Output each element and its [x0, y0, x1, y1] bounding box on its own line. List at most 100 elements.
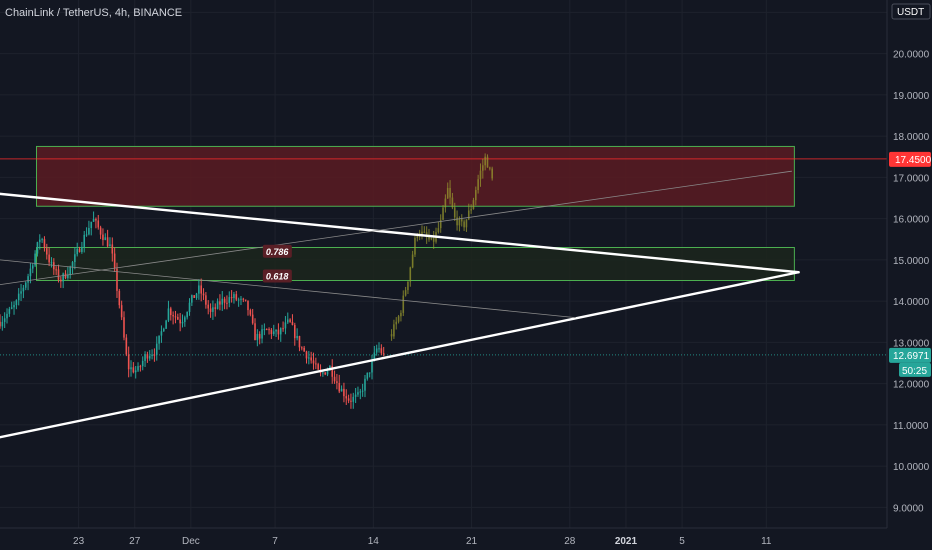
candle-body — [439, 219, 442, 229]
candle-body — [179, 319, 181, 324]
price-tick: 18.0000 — [893, 132, 930, 143]
candle-body — [146, 354, 149, 359]
candle-body — [254, 323, 256, 341]
candle-body — [240, 298, 242, 300]
candle-body — [345, 396, 348, 399]
candle-body — [109, 244, 111, 247]
candle-body — [338, 382, 341, 392]
candle-body — [99, 227, 102, 235]
candle-body — [102, 234, 104, 240]
candle-body — [340, 388, 343, 392]
candle-body — [286, 319, 289, 323]
candle-body — [284, 322, 287, 329]
candle-body — [116, 268, 118, 291]
candle-body — [219, 301, 221, 305]
candle-body — [207, 304, 210, 309]
candle-body — [256, 333, 259, 341]
candle-body — [202, 293, 205, 296]
candle-body — [186, 311, 188, 318]
candle-body — [123, 317, 125, 338]
candle-body — [291, 321, 294, 325]
candle-body — [198, 285, 200, 294]
candle-body — [463, 221, 465, 228]
candle-body — [301, 347, 303, 349]
candle-body — [90, 221, 93, 229]
candle-body — [293, 324, 296, 339]
price-tick: 20.0000 — [893, 50, 930, 61]
candle-body — [155, 343, 158, 356]
candle-body — [188, 302, 191, 312]
candle-body — [41, 239, 43, 241]
candle-body — [3, 318, 6, 322]
candle-body — [430, 237, 433, 240]
price-tick: 14.0000 — [893, 297, 930, 308]
candle-body — [470, 209, 472, 211]
candle-body — [331, 365, 334, 377]
candle-body — [158, 335, 160, 344]
time-axis — [0, 527, 932, 550]
candle-body — [85, 234, 88, 236]
candle-body — [60, 279, 62, 282]
candle-body — [317, 364, 319, 370]
candle-body — [71, 262, 74, 267]
candle-body — [53, 262, 55, 270]
candle-body — [148, 355, 151, 359]
candle-body — [160, 331, 163, 336]
candle-body — [456, 217, 458, 226]
candle-body — [97, 220, 100, 228]
candle-body — [423, 231, 426, 233]
time-tick: 14 — [368, 536, 380, 547]
candle-body — [76, 248, 79, 255]
candle-body — [347, 398, 350, 401]
time-tick: 28 — [564, 536, 576, 547]
candle-body — [50, 262, 53, 264]
candle-body — [479, 170, 482, 180]
candle-body — [38, 239, 41, 243]
candle-body — [354, 394, 357, 397]
candle-body — [48, 254, 50, 263]
candle-body — [305, 351, 308, 359]
candle-body — [200, 285, 203, 294]
fib-label: 0.786 — [266, 247, 290, 257]
candle-body — [382, 353, 385, 355]
candle-body — [375, 348, 378, 353]
candle-body — [322, 372, 324, 374]
candle-body — [371, 359, 373, 373]
candle-body — [350, 400, 352, 402]
candle-body — [13, 305, 15, 308]
candle-body — [414, 237, 416, 255]
candle-body — [343, 388, 345, 397]
fib-label-bg — [262, 269, 292, 283]
time-tick: 5 — [679, 536, 685, 547]
candle-body — [43, 239, 46, 249]
resistance-price-badge — [889, 151, 931, 167]
candle-body — [251, 314, 254, 324]
candle-body — [258, 333, 261, 339]
candle-body — [57, 269, 60, 280]
channel-line-lower — [0, 259, 576, 319]
candle-body — [92, 218, 95, 222]
red-zone — [35, 145, 795, 207]
candle-body — [491, 168, 493, 179]
candle-body — [69, 266, 71, 275]
candle-body — [449, 188, 451, 198]
candle-body — [118, 290, 121, 306]
price-tick: 19.0000 — [893, 91, 930, 102]
candle-body — [106, 237, 109, 247]
resistance-price-label: 17.4500 — [895, 155, 932, 166]
countdown-label: 50:25 — [902, 366, 927, 377]
candle-body — [336, 381, 338, 383]
time-tick: 23 — [73, 536, 85, 547]
candle-body — [233, 294, 235, 299]
candle-body — [226, 302, 228, 304]
candle-body — [244, 299, 247, 301]
currency-label: USDT — [897, 7, 924, 18]
candle-body — [402, 295, 405, 313]
candle-body — [205, 295, 207, 305]
candle-body — [312, 360, 315, 364]
candle-body — [324, 372, 327, 375]
candle-body — [393, 324, 395, 337]
candle-body — [162, 328, 165, 332]
candle-body — [357, 392, 359, 395]
